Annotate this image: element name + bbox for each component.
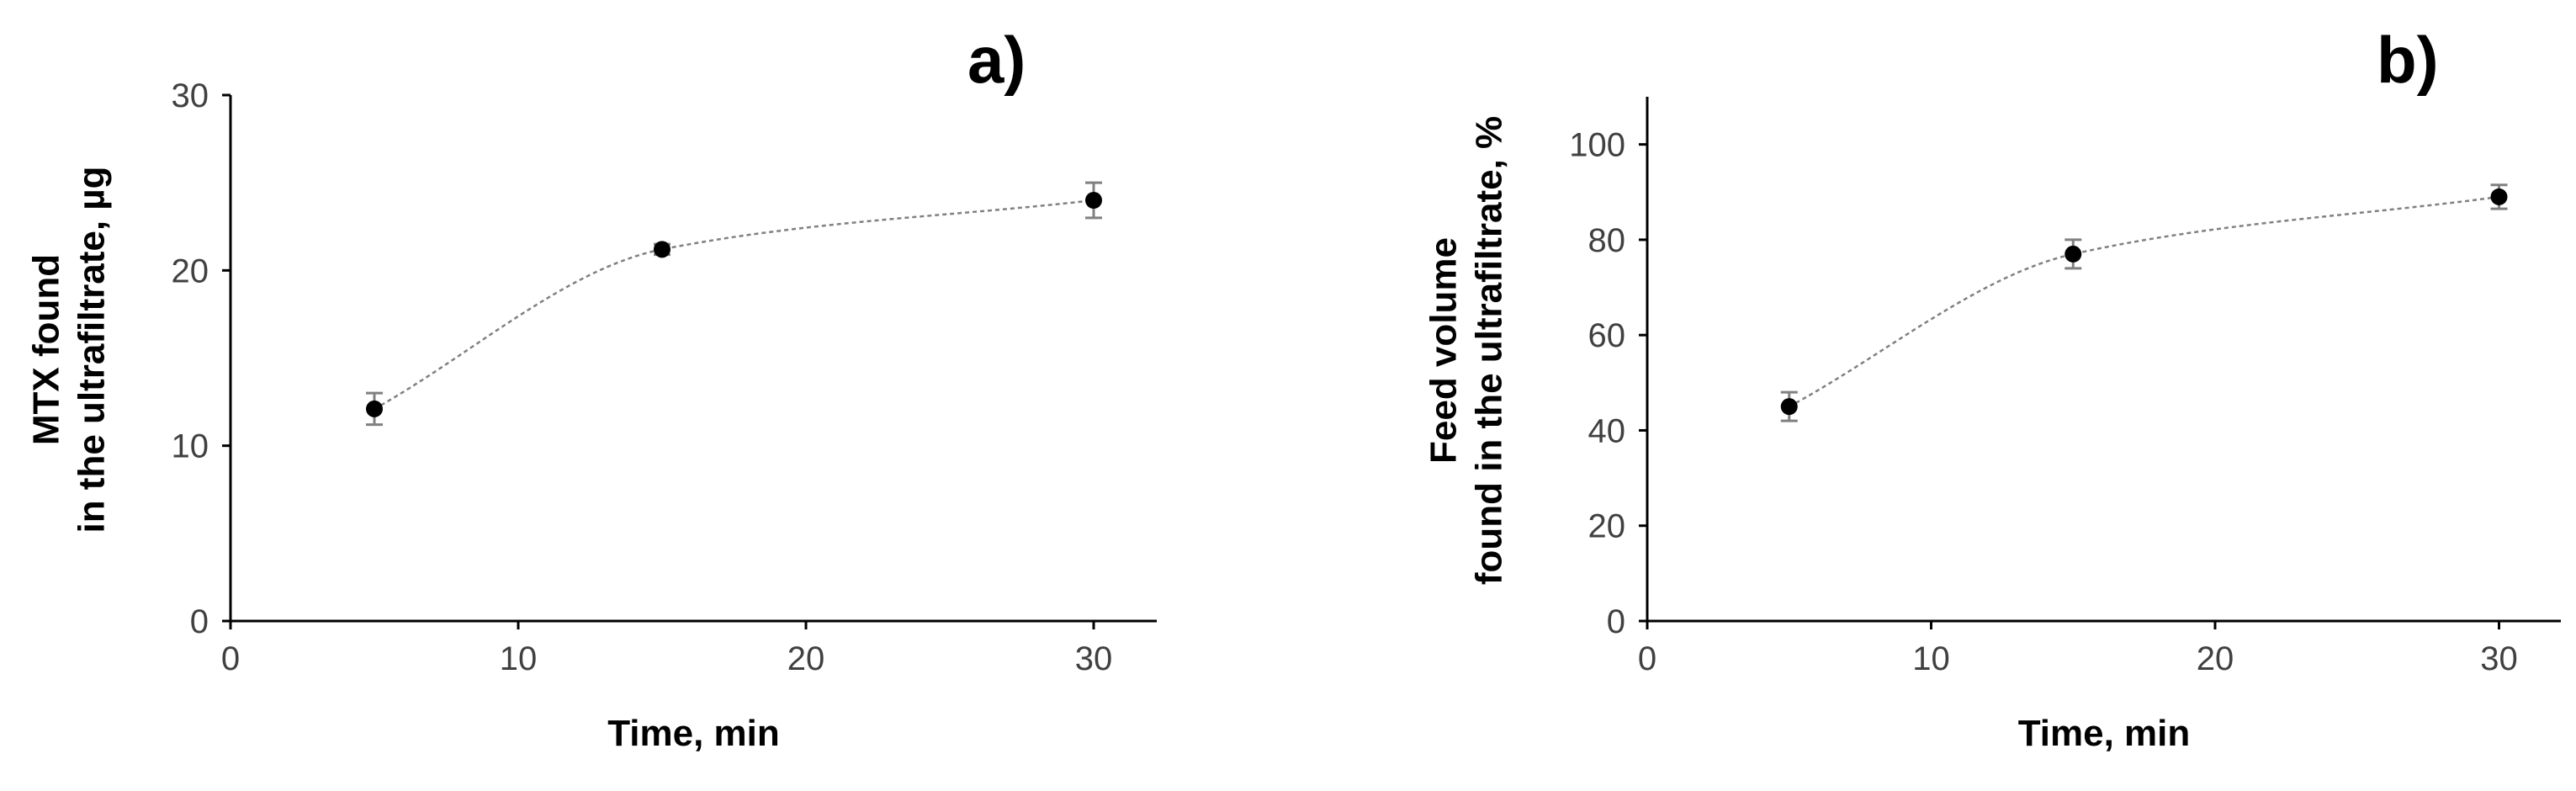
x-axis-title: Time, min — [2018, 713, 2191, 754]
y-tick-label: 0 — [1607, 603, 1625, 640]
x-tick-label: 20 — [2197, 640, 2234, 677]
y-tick-label: 0 — [190, 603, 209, 640]
x-axis-title: Time, min — [607, 713, 780, 754]
data-point — [2490, 188, 2508, 205]
series-trend-line — [1789, 195, 2499, 408]
y-tick-label: 20 — [172, 252, 209, 289]
y-tick-label: 30 — [172, 77, 209, 114]
y-axis-title-line-1: Feed volume — [1423, 237, 1465, 464]
y-tick-label: 60 — [1588, 317, 1626, 354]
x-tick-label: 10 — [1912, 640, 1950, 677]
data-point — [366, 400, 383, 417]
x-tick-label: 0 — [1638, 640, 1656, 677]
series-trend-line — [374, 199, 1095, 411]
y-axis-title-line-2: in the ultrafiltrate, µg — [72, 166, 113, 533]
chart-panel-a: 0 10 20 30 0 10 20 30 Time, min MTX found in the u… — [26, 23, 1157, 754]
x-tick-label: 30 — [2480, 640, 2518, 677]
y-tick-label: 20 — [1588, 508, 1626, 545]
x-tick-label: 20 — [787, 640, 825, 677]
y-axis-title-line-1: MTX found — [26, 254, 67, 445]
y-axis-title-line-2: found in the ultrafiltrate, % — [1469, 116, 1510, 585]
y-tick-label: 10 — [172, 428, 209, 465]
data-point — [1780, 398, 1798, 416]
data-point — [2065, 245, 2082, 263]
x-tick-label: 10 — [500, 640, 538, 677]
y-tick-label: 40 — [1588, 412, 1626, 449]
panel-label: a) — [967, 23, 1026, 97]
y-tick-label: 80 — [1588, 222, 1626, 259]
chart-panel-b: 0 20 40 60 80 100 0 10 20 30 Time, min Feed volume f… — [1423, 23, 2561, 754]
x-tick-label: 30 — [1075, 640, 1113, 677]
data-point — [654, 241, 671, 258]
data-point — [1085, 192, 1102, 209]
x-tick-label: 0 — [221, 640, 240, 677]
y-tick-label: 100 — [1569, 127, 1625, 164]
panel-label: b) — [2377, 23, 2439, 97]
